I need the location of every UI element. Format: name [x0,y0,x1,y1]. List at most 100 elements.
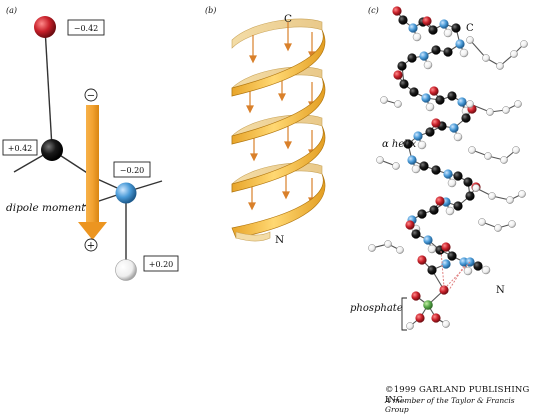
panel-b: (b) [205,6,326,246]
hydrogen-atom [368,244,376,252]
carbon-atom [429,205,439,215]
carbon-atom [409,87,419,97]
hydrogen-atom [486,108,494,116]
phosphate-bracket [401,297,407,331]
hydrogen-atom [442,320,450,328]
nitrogen-atom [455,39,465,49]
carbon-atom [403,139,413,149]
hydrogen-atom [425,102,435,112]
hydrogen-atom [459,48,469,58]
nitrogen-atom [413,131,423,141]
nitrogen-atom [449,123,459,133]
carbon-atom [465,191,475,201]
hydrogen-atom [466,36,474,44]
copyright-line-2: A member of the Taylor & Francis Group [385,396,515,414]
panel-c: (c) C α helix N phosphate [350,6,528,331]
hydrogen-atom [514,100,522,108]
carbon-atom [443,47,453,57]
oxygen-atom [431,313,441,323]
plus-sign-marker: + [84,238,98,252]
oxygen-atom [422,16,432,26]
carbon-atom [425,127,435,137]
hydrogen-atom [115,259,137,281]
hydrogen-atom [500,156,508,164]
hydrogen-atom [496,62,504,70]
carbon-atom [453,201,463,211]
carbon-atom [431,165,441,175]
oxygen-atom [435,196,445,206]
panel-c-label: (c) [368,6,379,15]
hydrogen-atom [518,190,526,198]
hydrogen-atom [447,178,457,188]
carbon-atom [397,61,407,71]
hydrogen-atom [445,206,455,216]
carbon-atom [417,209,427,219]
panel-b-label: (b) [205,6,216,15]
svg-text:+0.20: +0.20 [149,260,174,269]
hydrogen-atom [484,152,492,160]
carbon-atom [461,113,471,123]
oxygen-atom [34,16,56,38]
hydrogen-atom [423,60,433,70]
helix-c-terminus: C [284,13,292,25]
hydrogen-atom [512,146,520,154]
charge-box-nitrogen: −0.20 [113,161,151,178]
nitrogen-atom [441,259,451,269]
phosphate-label: phosphate [350,303,403,314]
hydrogen-atom [468,146,476,154]
hydrogen-atom [502,106,510,114]
carbon-atom [41,139,63,161]
nitrogen-atom [419,51,429,61]
carbon-atom [431,45,441,55]
svg-text:−: − [87,91,95,102]
phosphate-hbonds [440,250,471,291]
carbon-atom [447,91,457,101]
nitrogen-atom [408,23,418,33]
carbon-atom [427,265,437,275]
hydrogen-atom [453,132,463,142]
helix-ribbon-tail [235,231,271,242]
nitrogen-atom [421,93,431,103]
hydrogen-atom [481,265,491,275]
hydrogen-atom [412,32,422,42]
hydrogen-atom [488,192,496,200]
carbon-atom [463,177,473,187]
dipole-arrow [78,105,107,240]
oxygen-atom [417,255,427,265]
oxygen-atom [405,220,415,230]
bond-o-c [44,27,53,149]
panel-a: (a) −0.42 +0.42 −0.20 [2,6,179,281]
nitrogen-atom [115,182,137,204]
helix-ribbon-front [231,29,326,239]
molecule-atoms [368,6,528,330]
hydrogen-atom [384,240,392,248]
oxygen-atom [431,118,441,128]
c-terminus-label: C [466,23,474,34]
carbon-atom [399,79,409,89]
molecule-bond [469,39,487,59]
hydrogen-atom [478,218,486,226]
oxygen-atom [411,291,421,301]
oxygen-atom [415,313,425,323]
charge-box-hydrogen: +0.20 [143,255,179,272]
hydrogen-atom [443,28,453,38]
oxygen-atom [441,242,451,252]
hydrogen-atom [396,246,404,254]
hydrogen-atom [494,224,502,232]
nitrogen-atom [443,169,453,179]
nitrogen-atom [423,235,433,245]
hydrogen-atom [376,156,384,164]
carbon-atom [411,229,421,239]
carbon-atom [451,23,461,33]
hydrogen-atom [380,96,388,104]
hydrogen-atom [406,322,414,330]
hydrogen-atom [520,40,528,48]
copyright-line-1: ©1999 GARLAND PUBLISHING INC. [385,385,530,405]
carbon-atom [435,95,445,105]
carbon-atom [407,53,417,63]
oxygen-atom [439,285,449,295]
charge-box-carbon: +0.42 [2,139,38,156]
alpha-helix-label: α helix [382,139,417,150]
hydrogen-atom [427,244,437,254]
carbon-atom [453,171,463,181]
